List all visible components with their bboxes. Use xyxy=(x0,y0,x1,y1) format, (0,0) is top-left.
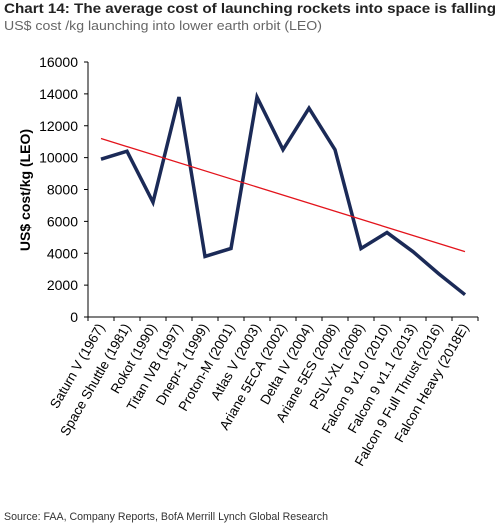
y-tick-label: 8000 xyxy=(47,182,78,198)
y-tick-label: 16000 xyxy=(39,54,78,70)
y-tick-label: 10000 xyxy=(39,150,78,166)
data-line xyxy=(100,91,467,297)
y-tick-label: 14000 xyxy=(39,86,78,102)
y-tick-label: 6000 xyxy=(47,213,78,229)
y-axis-title: US$ cost/kg (LEO) xyxy=(17,129,33,251)
chart-subtitle: US$ cost /kg launching into lower earth … xyxy=(4,18,322,33)
y-tick-label: 0 xyxy=(70,309,78,325)
y-tick-label: 12000 xyxy=(39,118,78,134)
chart-title: Chart 14: The average cost of launching … xyxy=(4,0,496,16)
trend-line xyxy=(100,137,466,253)
y-tick-label: 4000 xyxy=(47,245,78,261)
source-note: Source: FAA, Company Reports, BofA Merri… xyxy=(4,511,328,523)
y-tick-label: 2000 xyxy=(47,277,78,293)
